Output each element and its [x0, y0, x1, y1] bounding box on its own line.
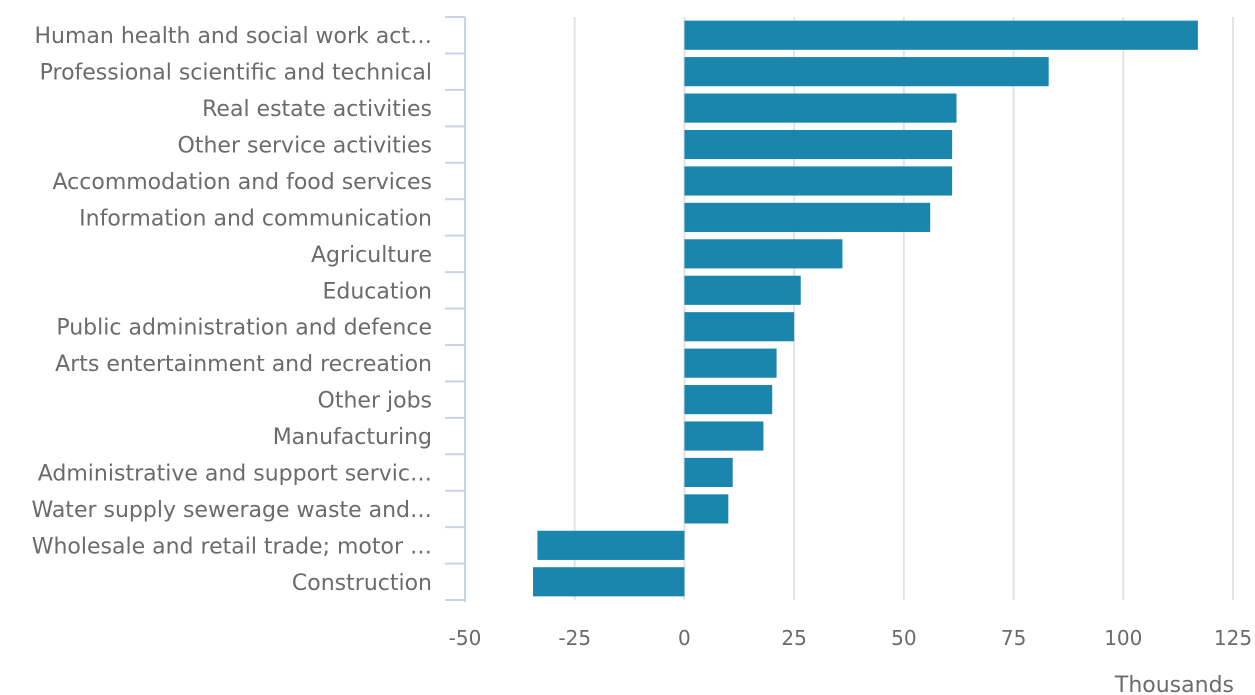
bar[interactable]	[684, 312, 795, 342]
bar[interactable]	[684, 57, 1049, 87]
category-label: Human health and social work act…	[34, 24, 432, 49]
bar[interactable]	[684, 275, 801, 305]
bar[interactable]	[684, 20, 1198, 50]
category-label: Arts entertainment and recreation	[55, 352, 432, 377]
category-label: Agriculture	[311, 243, 432, 268]
bar-layer	[533, 20, 1198, 597]
x-tick-label: 75	[1001, 626, 1026, 650]
category-label: Information and communication	[79, 206, 432, 231]
category-label: Water supply sewerage waste and…	[31, 498, 432, 523]
label-layer: -50 -25 0 25 50 75 100 125 Human health and soci…	[31, 24, 1252, 650]
category-label: Other service activities	[178, 134, 432, 159]
category-label: Real estate activities	[202, 97, 432, 122]
x-tick-label: -50	[449, 626, 482, 650]
x-tick-label: 25	[781, 626, 806, 650]
bar[interactable]	[537, 530, 685, 560]
bar[interactable]	[684, 494, 729, 524]
category-label: Other jobs	[318, 389, 432, 414]
x-tick-label: 0	[678, 626, 691, 650]
bar[interactable]	[684, 93, 957, 123]
bar[interactable]	[684, 385, 773, 415]
bar[interactable]	[684, 239, 843, 269]
category-label: Accommodation and food services	[53, 170, 433, 195]
category-label: Education	[322, 279, 432, 304]
axis-layer	[445, 16, 466, 602]
category-label: Manufacturing	[273, 425, 432, 450]
category-label: Wholesale and retail trade; motor …	[32, 534, 432, 559]
bar[interactable]	[684, 166, 953, 196]
x-tick-label: 100	[1104, 626, 1142, 650]
bar[interactable]	[684, 457, 733, 488]
category-label: Public administration and defence	[56, 316, 432, 341]
x-axis-title: Thousands	[1114, 673, 1234, 695]
x-tick-label: -25	[558, 626, 591, 650]
bar[interactable]	[684, 129, 953, 160]
x-tick-label: 50	[891, 626, 916, 650]
x-tick-label: 125	[1214, 626, 1252, 650]
bar[interactable]	[684, 421, 764, 451]
bar[interactable]	[533, 567, 685, 597]
category-label: Professional scientific and technical	[40, 61, 432, 86]
bar[interactable]	[684, 348, 777, 378]
category-label: Construction	[292, 571, 432, 596]
bar[interactable]	[684, 202, 931, 232]
category-label: Administrative and support servic…	[38, 461, 432, 486]
